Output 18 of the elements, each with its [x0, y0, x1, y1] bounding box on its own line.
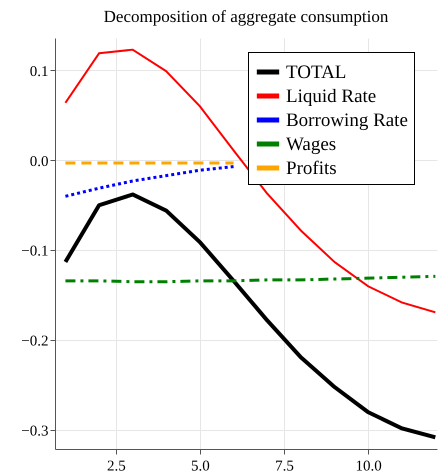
chart-title: Decomposition of aggregate consumption — [104, 7, 389, 26]
legend-label: TOTAL — [286, 62, 346, 83]
line-series — [64, 165, 236, 198]
legend-label: Profits — [286, 158, 337, 179]
y-tick-label: −0.2 — [21, 334, 48, 350]
legend-label: Liquid Rate — [286, 86, 376, 107]
x-tick-label: 7.5 — [275, 458, 294, 474]
y-tick-label: 0.0 — [30, 154, 48, 170]
line-series — [64, 48, 436, 314]
x-tick-label: 5.0 — [191, 458, 210, 474]
x-tick-label: 10.0 — [355, 458, 382, 474]
y-tick-label: 0.1 — [30, 64, 48, 80]
x-tick-label: 2.5 — [106, 458, 126, 474]
line-series — [63, 192, 437, 440]
y-tick-label: −0.3 — [21, 424, 48, 440]
legend-label: Wages — [286, 134, 336, 155]
y-tick-label: −0.1 — [21, 244, 48, 260]
legend-label: Borrowing Rate — [286, 110, 408, 131]
